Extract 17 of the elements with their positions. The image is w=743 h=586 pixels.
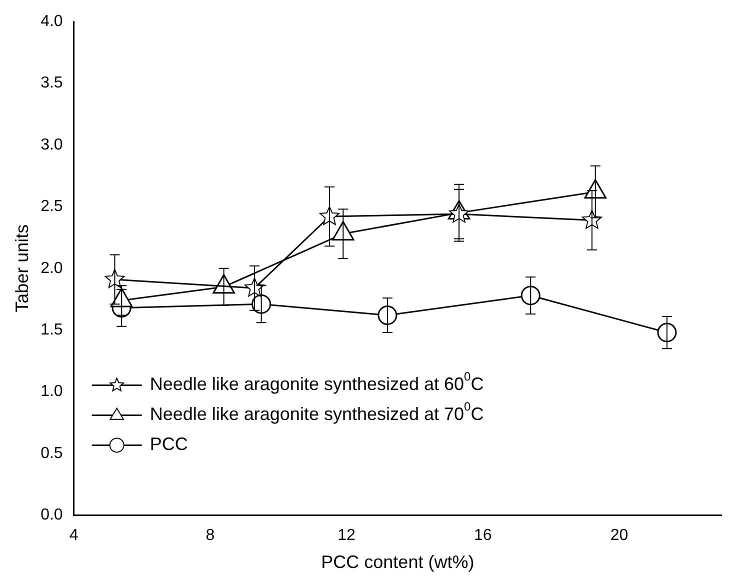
y-tick-label: 3.0 (40, 136, 63, 154)
y-tick-label: 3.5 (40, 74, 63, 92)
y-tick-label: 1.0 (40, 383, 63, 400)
y-tick-label: 1.5 (40, 321, 63, 338)
y-tick-label: 2.5 (40, 198, 63, 216)
x-tick-label: 4 (69, 527, 78, 544)
x-tick-label: 16 (474, 527, 492, 544)
x-tick-label: 8 (206, 527, 215, 544)
x-tick-label: 20 (610, 527, 628, 544)
y-tick-label: 4.0 (40, 12, 63, 30)
y-axis-title: Taber units (12, 224, 32, 312)
y-tick-label: 2.0 (40, 260, 63, 277)
y-tick-label: 0.0 (40, 506, 63, 524)
x-axis-title: PCC content (wt%) (321, 552, 474, 572)
y-tick-label: 0.5 (40, 444, 63, 462)
legend-label: PCC (150, 434, 188, 454)
x-tick-label: 12 (338, 527, 356, 544)
